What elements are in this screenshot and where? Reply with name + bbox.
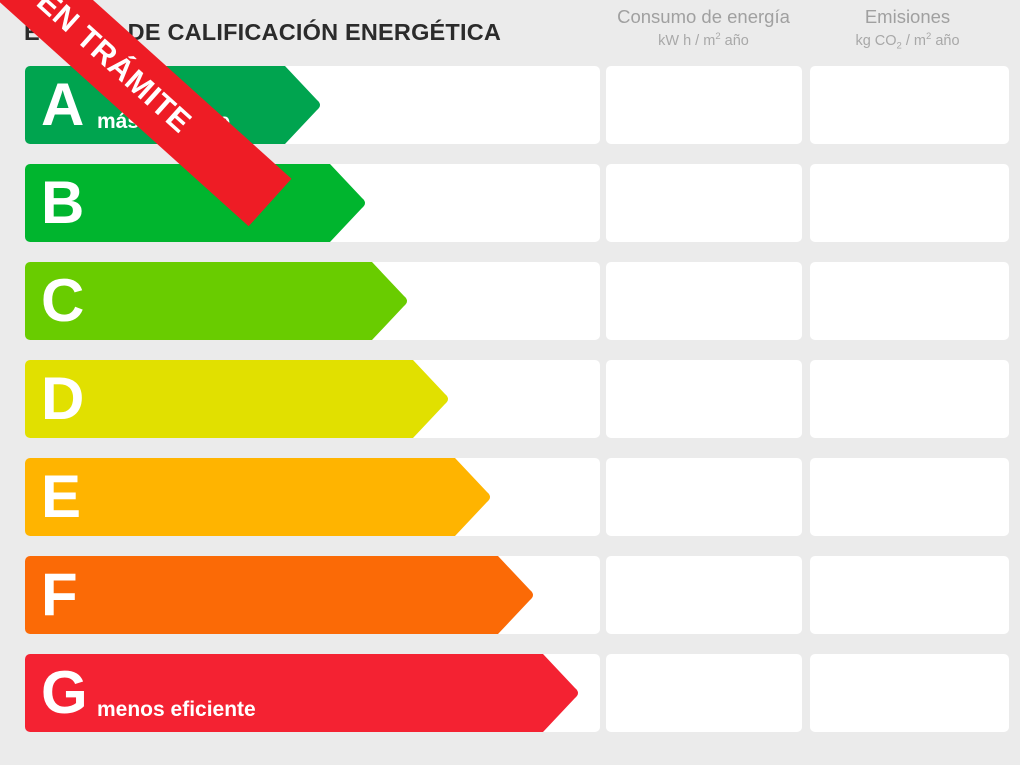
emisiones-cell[interactable] (810, 458, 1009, 536)
rating-row: B (0, 164, 1020, 242)
band-letter: E (41, 463, 82, 530)
unit-mid: / m (901, 33, 927, 50)
column-header-consumo-units: kW h / m2 año (601, 31, 806, 51)
column-header-emisiones: Emisiones kg CO2 / m2 año (806, 5, 1009, 54)
emisiones-cell[interactable] (810, 654, 1009, 732)
chart-header: ESCALA DE CALIFICACIÓN ENERGÉTICA Consum… (0, 0, 1020, 66)
emisiones-cell[interactable] (810, 262, 1009, 340)
band-letter: B (41, 169, 85, 236)
rating-row: F (0, 556, 1020, 634)
column-header-consumo-label: Consumo de energía (617, 6, 790, 27)
unit-superscript: 2 (926, 31, 932, 43)
band-arrow-icon (372, 262, 410, 340)
band-letter: G (41, 659, 88, 726)
band-letter: D (41, 365, 85, 432)
band-letter: C (41, 267, 85, 334)
rating-row: D (0, 360, 1020, 438)
consumo-cell[interactable] (606, 164, 802, 242)
unit-prefix: kW h / m (658, 33, 716, 50)
emisiones-cell[interactable] (810, 66, 1009, 144)
rating-band-e[interactable]: E (25, 458, 490, 536)
band-arrow-icon (413, 360, 451, 438)
unit-suffix: año (720, 33, 749, 50)
rating-band-d[interactable]: D (25, 360, 448, 438)
consumo-cell[interactable] (606, 458, 802, 536)
unit-superscript: 2 (715, 31, 721, 43)
rating-band-f[interactable]: F (25, 556, 533, 634)
consumo-cell[interactable] (606, 66, 802, 144)
band-arrow-icon (498, 556, 536, 634)
band-arrow-icon (285, 66, 323, 144)
consumo-cell[interactable] (606, 654, 802, 732)
band-arrow-icon (543, 654, 581, 732)
emisiones-cell[interactable] (810, 556, 1009, 634)
band-note: más eficiente (97, 110, 231, 133)
rating-band-c[interactable]: C (25, 262, 407, 340)
band-arrow-icon (455, 458, 493, 536)
unit-subscript: 2 (896, 41, 902, 53)
emisiones-cell[interactable] (810, 360, 1009, 438)
rating-band-b[interactable]: B (25, 164, 365, 242)
band-arrow-icon (330, 164, 368, 242)
band-note: menos eficiente (97, 698, 256, 721)
column-header-emisiones-label: Emisiones (864, 6, 951, 27)
rating-row: E (0, 458, 1020, 536)
band-letter: A (41, 71, 85, 138)
consumo-cell[interactable] (606, 262, 802, 340)
band-letter: F (41, 561, 78, 628)
consumo-cell[interactable] (606, 556, 802, 634)
column-header-emisiones-units: kg CO2 / m2 año (806, 31, 1009, 53)
rating-row: C (0, 262, 1020, 340)
consumo-cell[interactable] (606, 360, 802, 438)
unit-suffix: año (931, 33, 960, 50)
unit-prefix: kg CO (855, 33, 897, 50)
emisiones-cell[interactable] (810, 164, 1009, 242)
column-header-consumo: Consumo de energía kW h / m2 año (601, 5, 806, 51)
page-title: ESCALA DE CALIFICACIÓN ENERGÉTICA (24, 19, 502, 45)
